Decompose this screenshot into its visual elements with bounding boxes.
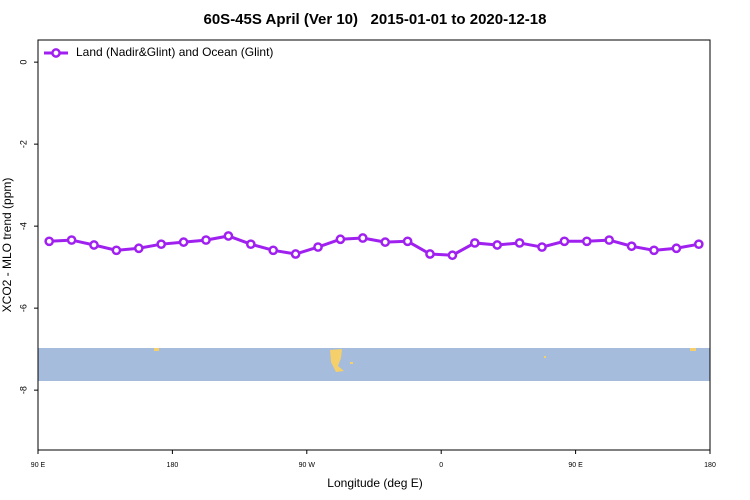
data-point — [447, 250, 458, 261]
data-point — [581, 236, 592, 247]
x-axis-label: Longitude (deg E) — [327, 476, 422, 490]
chart-title: 60S-45S April (Ver 10) 2015-01-01 to 202… — [204, 11, 547, 28]
x-tick-label: 180 — [167, 462, 179, 469]
data-point — [626, 241, 637, 252]
y-tick-label: -4 — [18, 222, 28, 230]
data-point — [402, 236, 413, 247]
data-point — [380, 237, 391, 247]
data-point — [335, 234, 346, 245]
data-point — [357, 233, 368, 243]
data-point — [514, 238, 525, 248]
data-point — [223, 231, 234, 241]
data-point — [268, 245, 279, 256]
y-tick-label: 0 — [18, 60, 28, 65]
y-tick-label: -8 — [18, 386, 28, 394]
data-point — [111, 245, 122, 256]
map-strip — [38, 348, 710, 381]
y-tick-label: -6 — [18, 304, 28, 312]
data-point — [671, 243, 682, 254]
data-point — [604, 235, 615, 245]
data-point — [693, 239, 704, 250]
data-point — [133, 243, 144, 254]
data-point — [290, 249, 301, 259]
data-point — [649, 245, 659, 256]
data-point — [66, 235, 77, 245]
series-line — [49, 234, 700, 257]
plot-frame — [37, 39, 711, 451]
data-point — [313, 242, 323, 252]
y-axis-label: XCO2 - MLO trend (ppm) — [0, 178, 14, 313]
x-tick-label: 180 — [704, 462, 716, 469]
data-point — [89, 240, 99, 250]
data-point — [492, 240, 503, 250]
data-point — [201, 235, 211, 245]
data-point — [559, 236, 570, 247]
x-tick-label: 90 E — [31, 462, 46, 469]
data-point — [178, 237, 189, 247]
x-tick-label: 0 — [439, 462, 443, 469]
x-tick-label: 90 E — [568, 462, 583, 469]
x-tick-label: 90 W — [299, 462, 316, 469]
data-point — [245, 239, 256, 250]
data-point — [156, 239, 167, 250]
y-tick-label: -2 — [18, 140, 28, 148]
data-point — [469, 238, 480, 248]
legend-label: Land (Nadir&Glint) and Ocean (Glint) — [76, 45, 273, 59]
data-point — [537, 242, 547, 252]
legend-marker — [51, 48, 61, 58]
data-point — [425, 249, 435, 259]
data-point — [44, 236, 55, 247]
